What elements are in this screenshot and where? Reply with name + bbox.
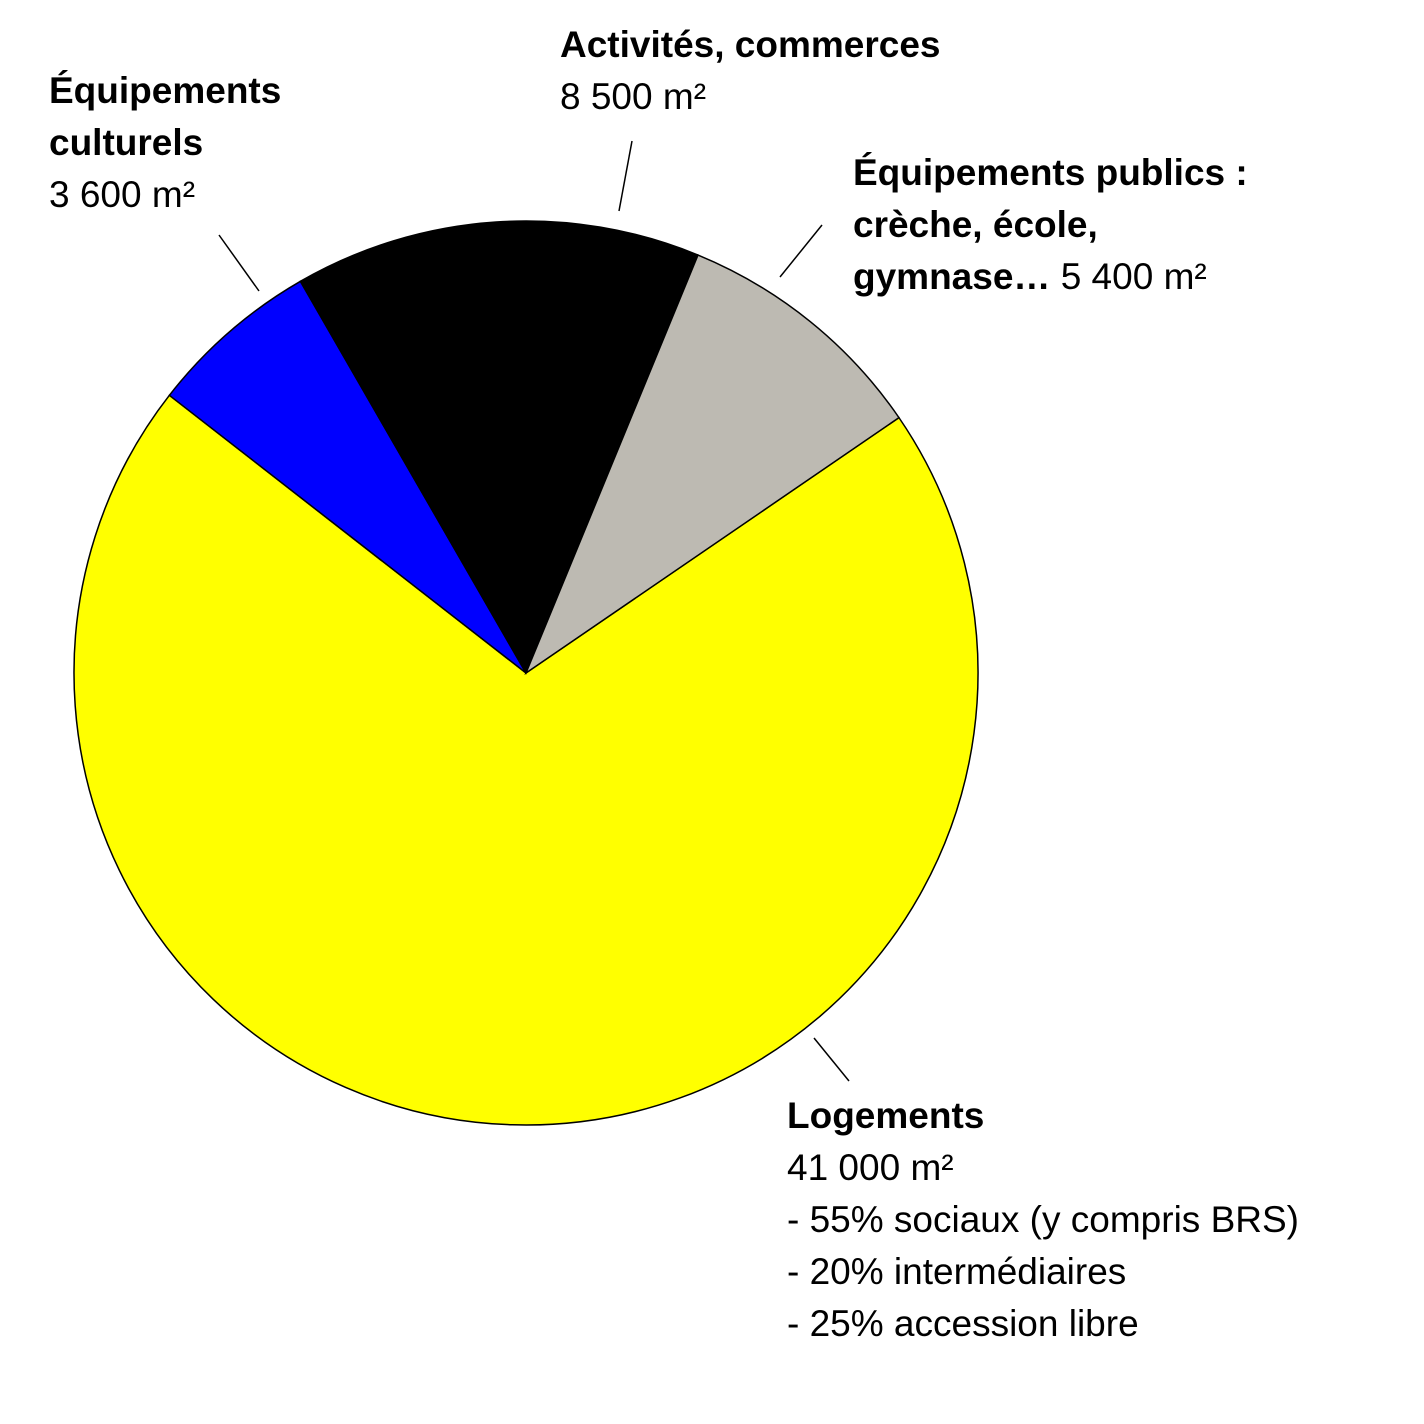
pie-slice-3: [524, 254, 900, 676]
label-logements: Logements 41 000 m² - 55% sociaux (y com…: [787, 1090, 1299, 1350]
label-activites-title: Activités, commerces: [560, 24, 941, 65]
label-culturels-title-2: culturels: [49, 122, 204, 163]
label-logements-detail-3: - 25% accession libre: [787, 1303, 1139, 1344]
label-logements-detail-1: - 55% sociaux (y compris BRS): [787, 1199, 1299, 1240]
leader-line-culturels: [218, 234, 260, 292]
label-publics-title-1: Équipements publics :: [853, 152, 1248, 193]
pie-slice-2: [299, 220, 699, 675]
label-publics-title-3: gymnase…: [853, 256, 1051, 297]
label-culturels: Équipements culturels 3 600 m²: [49, 65, 281, 221]
leader-line-logements: [813, 1037, 850, 1082]
label-logements-detail-2: - 20% intermédiaires: [787, 1251, 1127, 1292]
label-culturels-value: 3 600 m²: [49, 174, 196, 215]
label-publics-title-2: crèche, école,: [853, 204, 1098, 245]
label-logements-title: Logements: [787, 1095, 985, 1136]
pie-slice-1: [168, 280, 527, 674]
leader-line-activites: [618, 140, 633, 212]
label-activites-value: 8 500 m²: [560, 76, 707, 117]
label-activites: Activités, commerces 8 500 m²: [560, 19, 940, 123]
leader-line-publics: [779, 224, 823, 278]
label-logements-value: 41 000 m²: [787, 1147, 954, 1188]
label-publics: Équipements publics : crèche, école, gym…: [853, 147, 1248, 303]
label-culturels-title-1: Équipements: [49, 70, 282, 111]
pie-slice-0: [73, 394, 979, 1126]
label-publics-value: 5 400 m²: [1060, 256, 1207, 297]
